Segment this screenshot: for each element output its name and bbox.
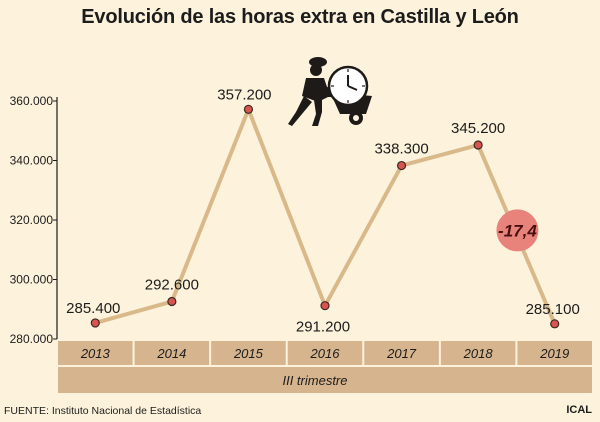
category-cell xyxy=(211,341,286,365)
x-tick-label: 2019 xyxy=(539,346,569,361)
change-badge xyxy=(496,209,539,252)
chart-title: Evolución de las horas extra en Castilla… xyxy=(81,6,519,28)
y-tick-label: 340.000 xyxy=(10,154,54,168)
data-point xyxy=(167,296,177,307)
data-label: 338.300 xyxy=(374,141,428,158)
x-axis-title-band xyxy=(58,367,592,393)
y-tick-label: 360.000 xyxy=(10,94,54,108)
y-axis: 280.000 300.000 320.000 340.000 360.000 xyxy=(10,94,58,346)
x-tick-label: 2016 xyxy=(310,346,341,361)
series-line: 285.400 292.600 357.200 291.200 338.300 345.2… xyxy=(66,86,580,335)
data-point xyxy=(320,301,330,311)
data-point xyxy=(550,319,560,329)
data-label: 357.200 xyxy=(217,86,271,103)
x-tick-label: 2018 xyxy=(463,346,494,361)
category-cell xyxy=(440,341,516,365)
category-cell xyxy=(58,341,133,365)
data-point xyxy=(473,140,483,150)
brand-logo: ICAL xyxy=(566,404,592,416)
data-label: 345.200 xyxy=(451,120,505,137)
x-tick-label: 2015 xyxy=(233,346,264,361)
data-label: 285.400 xyxy=(66,300,120,317)
category-cell xyxy=(134,341,210,365)
data-label: 285.100 xyxy=(526,301,580,318)
category-cell xyxy=(287,341,363,365)
annotation: -17,4 xyxy=(496,209,539,252)
data-point xyxy=(90,318,100,328)
x-axis-title: III trimestre xyxy=(282,373,347,388)
worker-with-wheelbarrow-and-clock-icon xyxy=(288,57,372,126)
x-axis-band: 2013 2014 2015 2016 2017 2018 2019 III trimestr… xyxy=(58,341,592,393)
y-tick-label: 300.000 xyxy=(10,273,54,287)
x-tick-label: 2013 xyxy=(80,346,111,361)
data-label: 292.600 xyxy=(145,277,199,294)
data-point xyxy=(243,104,254,114)
category-cell xyxy=(364,341,439,365)
category-cell xyxy=(517,341,592,365)
data-label: 291.200 xyxy=(296,319,350,336)
change-badge-label: -17,4 xyxy=(498,221,537,240)
x-tick-label: 2017 xyxy=(386,346,417,361)
x-tick-label: 2014 xyxy=(156,346,186,361)
y-tick-label: 280.000 xyxy=(10,332,54,346)
y-tick-label: 320.000 xyxy=(10,213,54,227)
source-note: FUENTE: Instituto Nacional de Estadístic… xyxy=(4,405,202,417)
data-point xyxy=(396,160,407,171)
